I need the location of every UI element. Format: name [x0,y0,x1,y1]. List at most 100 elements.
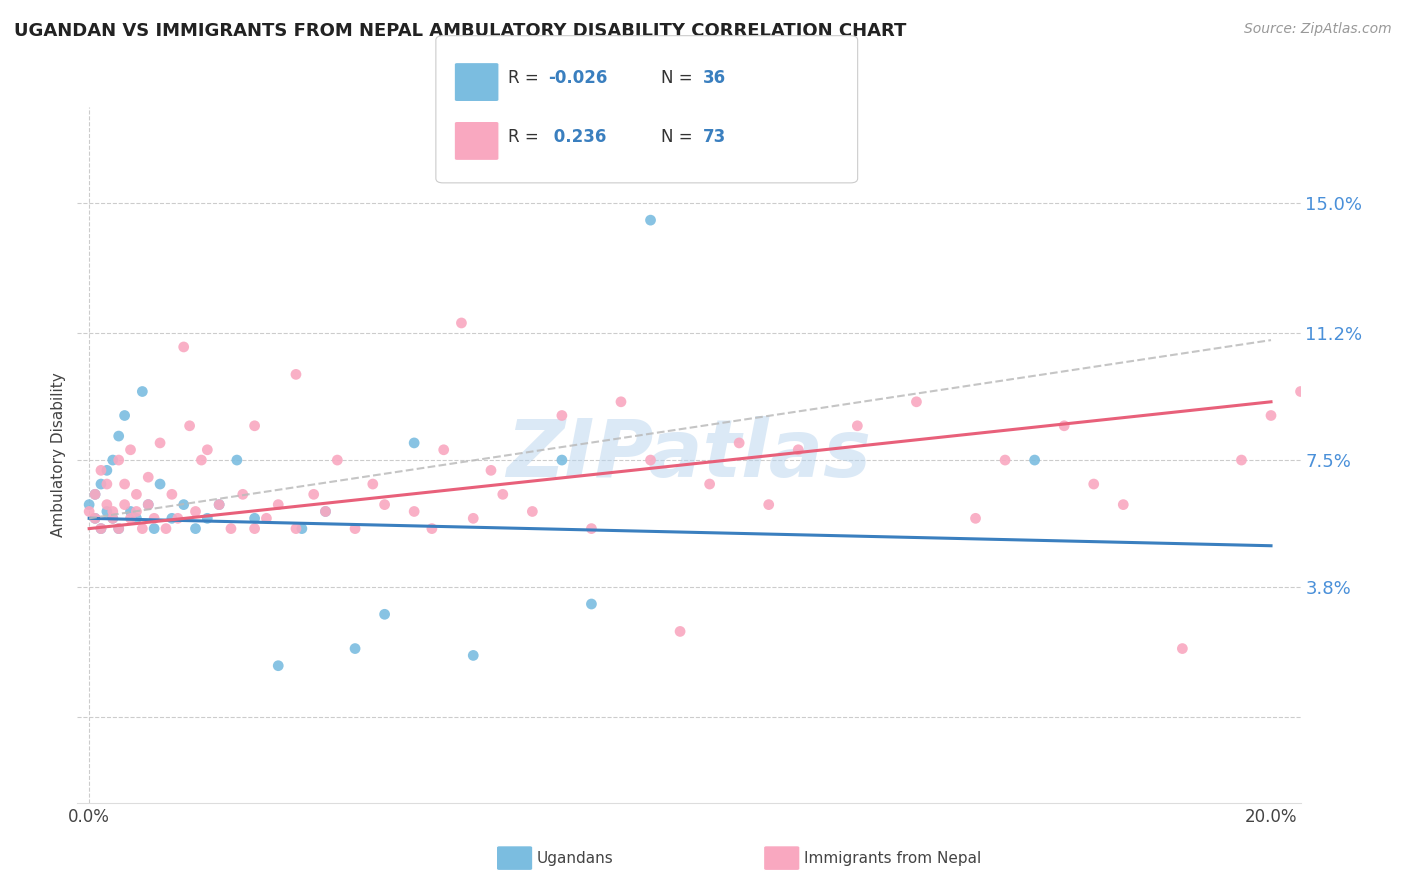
Point [120,504,142,518]
Point [551,453,574,467]
Point [1053,418,1076,433]
Point [433,442,456,457]
Point [120,442,142,457]
Point [315,504,337,518]
Point [374,607,396,622]
Point [90,522,112,536]
Point [219,522,242,536]
Point [96,498,118,512]
Point [1083,477,1105,491]
Point [232,487,254,501]
Point [107,429,129,443]
Point [195,442,218,457]
Point [136,470,159,484]
Point [669,624,692,639]
Text: -0.026: -0.026 [548,70,607,87]
Point [77,504,100,518]
Text: Source: ZipAtlas.com: Source: ZipAtlas.com [1244,22,1392,37]
Text: N =: N = [661,128,697,146]
Point [208,498,231,512]
Point [120,511,142,525]
Point [149,477,172,491]
Point [149,436,172,450]
Point [101,511,124,525]
Point [184,504,207,518]
Point [728,436,751,450]
Point [1024,453,1046,467]
Point [136,498,159,512]
Point [551,409,574,423]
Point [190,453,212,467]
Point [131,384,153,399]
Point [160,487,183,501]
Point [344,522,367,536]
Point [160,511,183,525]
Point [787,442,810,457]
Point [208,498,231,512]
Point [243,511,266,525]
Point [195,511,218,525]
Point [361,477,384,491]
Point [84,511,107,525]
Point [291,522,314,536]
Point [125,504,148,518]
Point [522,504,544,518]
Text: UGANDAN VS IMMIGRANTS FROM NEPAL AMBULATORY DISABILITY CORRELATION CHART: UGANDAN VS IMMIGRANTS FROM NEPAL AMBULAT… [14,22,907,40]
Point [965,511,987,525]
Point [101,504,124,518]
Point [243,418,266,433]
Point [404,436,426,450]
Point [96,463,118,477]
Point [640,453,662,467]
Point [374,498,396,512]
Text: R =: R = [508,70,544,87]
Point [90,477,112,491]
Point [173,340,195,354]
Point [994,453,1017,467]
Text: R =: R = [508,128,544,146]
Point [1112,498,1135,512]
Point [243,522,266,536]
Point [155,522,177,536]
Point [285,368,308,382]
Point [285,522,308,536]
Text: 36: 36 [703,70,725,87]
Point [107,522,129,536]
Point [114,477,136,491]
Point [166,511,188,525]
Point [1230,453,1253,467]
Y-axis label: Ambulatory Disability: Ambulatory Disability [51,373,66,537]
Point [610,394,633,409]
Point [846,418,869,433]
Point [179,418,201,433]
Point [90,522,112,536]
Point [326,453,349,467]
Point [581,597,603,611]
Point [125,487,148,501]
Point [758,498,780,512]
Point [114,409,136,423]
Point [143,511,166,525]
Point [1289,384,1312,399]
Point [96,504,118,518]
Point [463,511,485,525]
Point [96,477,118,491]
Point [136,498,159,512]
Point [173,498,195,512]
Point [84,487,107,501]
Point [84,511,107,525]
Point [184,522,207,536]
Text: ZIPatlas: ZIPatlas [506,416,872,494]
Point [267,658,290,673]
Text: Immigrants from Nepal: Immigrants from Nepal [804,851,981,865]
Point [254,511,277,525]
Point [699,477,721,491]
Point [107,522,129,536]
Text: Ugandans: Ugandans [537,851,614,865]
Point [143,522,166,536]
Point [225,453,247,467]
Point [77,498,100,512]
Text: 73: 73 [703,128,727,146]
Point [1260,409,1282,423]
Point [267,498,290,512]
